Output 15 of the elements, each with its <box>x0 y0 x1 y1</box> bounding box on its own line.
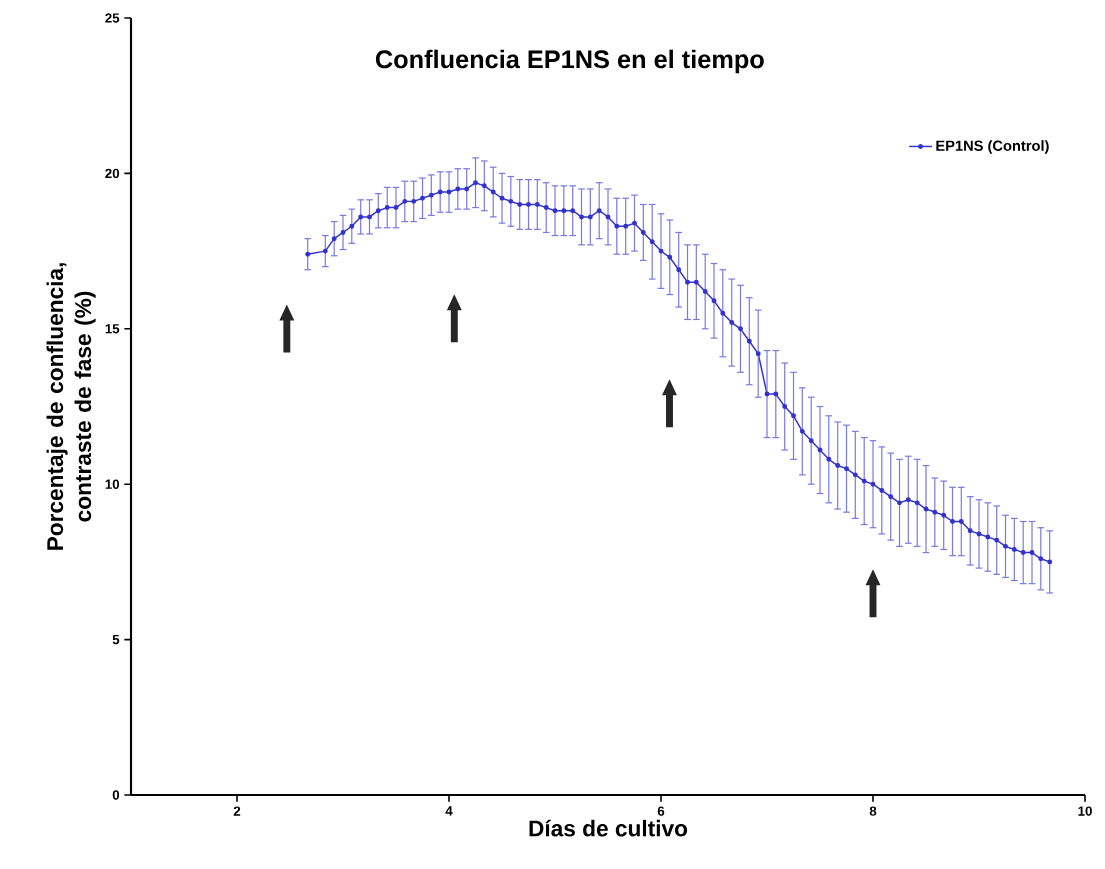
y-tick-label: 15 <box>105 324 120 334</box>
text: Confluencia EP1NS en el tiempo <box>375 49 764 74</box>
y-tick-label: 10 <box>105 479 120 489</box>
x-tick-label: 6 <box>657 806 665 816</box>
y-axis-title: Porcentaje de confluencia, contraste de fase (%) <box>46 263 96 550</box>
y-tick-label: 20 <box>105 168 120 179</box>
y-tick-label: 5 <box>112 634 120 645</box>
y-tick-label: 0 <box>112 790 120 800</box>
y-tick-label: 25 <box>105 13 120 23</box>
x-tick-label: 10 <box>1078 806 1092 816</box>
x-tick-label: 4 <box>445 806 453 816</box>
x-tick-label: 2 <box>233 806 241 816</box>
x-axis-title: Días de cultivo <box>529 819 688 837</box>
legend-label: EP1NS (Control) <box>936 140 1049 154</box>
x-tick-label: 8 <box>869 806 877 816</box>
